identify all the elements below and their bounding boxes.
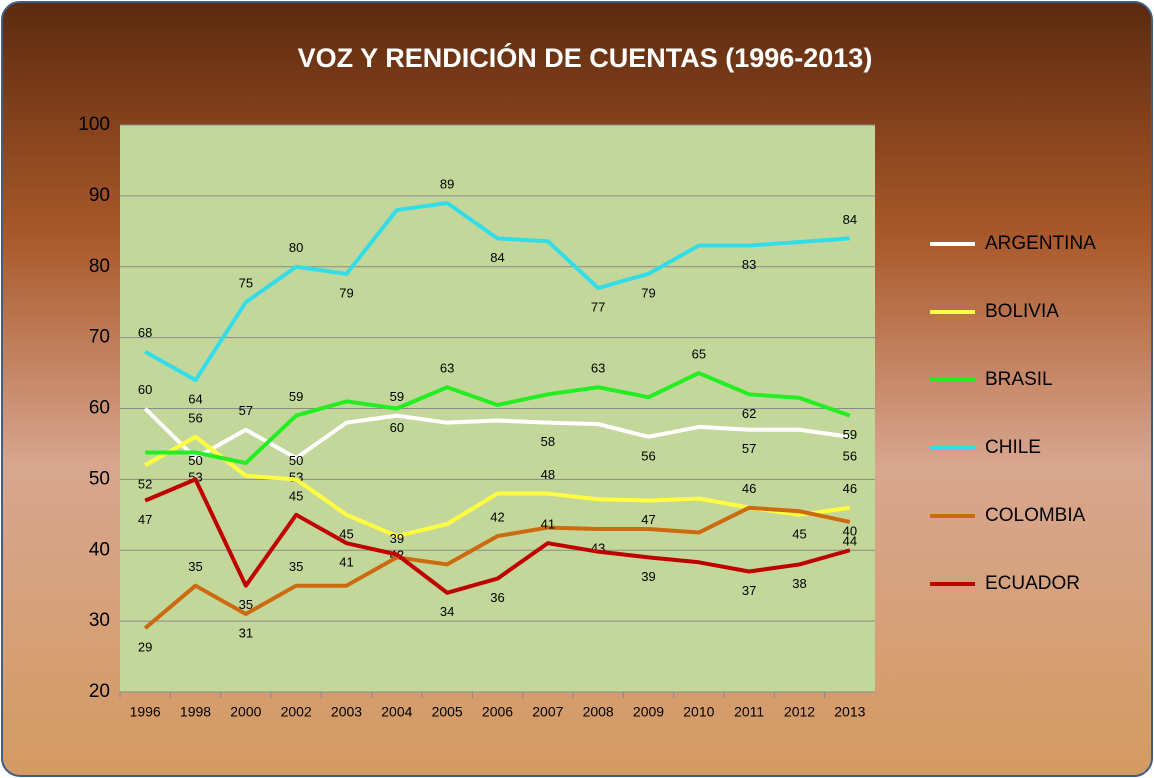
data-label: 80 [289,240,303,255]
data-label: 63 [440,361,454,376]
data-label: 68 [138,325,152,340]
x-tick-label: 2013 [834,704,865,720]
data-label: 63 [591,361,605,376]
data-label: 65 [692,347,706,362]
data-label: 56 [843,448,857,463]
data-label: 35 [289,559,303,574]
y-tick-label: 100 [78,114,110,135]
data-label: 59 [289,389,303,404]
y-tick-label: 50 [89,468,110,489]
x-tick-label: 1996 [130,704,161,720]
data-label: 46 [843,481,857,496]
data-label: 52 [138,477,152,492]
x-tick-label: 2011 [734,704,764,720]
legend-label: ECUADOR [985,573,1080,594]
x-tick-label: 2004 [381,704,412,720]
x-tick-label: 2006 [482,704,513,720]
data-label: 47 [641,512,655,527]
y-tick-label: 40 [89,539,110,560]
y-tick-label: 80 [89,256,110,277]
data-label: 59 [390,389,404,404]
data-label: 62 [742,406,756,421]
data-label: 45 [289,488,303,503]
legend-label: BOLIVIA [985,301,1059,322]
legend-label: BRASIL [985,369,1053,390]
x-tick-label: 2002 [281,704,312,720]
data-label: 35 [239,597,253,612]
data-label: 58 [541,434,555,449]
data-label: 79 [641,285,655,300]
series-line [144,200,850,383]
data-label: 60 [138,382,152,397]
y-tick-label: 20 [89,681,110,702]
legend-label: ARGENTINA [985,233,1096,254]
data-label: 56 [641,448,655,463]
x-tick-label: 2000 [230,704,261,720]
data-label: 57 [742,441,756,456]
series-line [144,434,851,539]
data-label: 84 [843,212,857,227]
data-label: 56 [188,410,202,425]
data-label: 48 [541,467,555,482]
data-label: 45 [792,526,806,541]
series-line [143,407,851,461]
data-label: 60 [390,420,404,435]
data-label: 39 [641,569,655,584]
x-tick-label: 2008 [583,704,614,720]
data-label: 75 [239,276,253,291]
x-tick-label: 2010 [683,704,714,720]
x-tick-label: 2005 [432,704,463,720]
data-label: 34 [440,604,454,619]
y-tick-label: 90 [89,185,110,206]
data-label: 50 [188,453,202,468]
data-label: 57 [239,403,253,418]
y-tick-label: 60 [89,398,110,419]
data-label: 77 [591,299,605,314]
legend-label: CHILE [985,437,1041,458]
series-line [143,505,851,630]
data-label: 35 [188,559,202,574]
data-label: 42 [490,510,504,525]
x-tick-label: 2009 [633,704,664,720]
series-line [145,371,851,466]
data-label: 89 [440,176,454,191]
data-label: 50 [289,453,303,468]
data-label: 46 [742,481,756,496]
data-label: 38 [792,576,806,591]
y-tick-label: 30 [89,610,110,631]
data-label: 37 [742,583,756,598]
data-label: 84 [490,250,504,265]
data-label: 31 [239,625,253,640]
x-tick-label: 2012 [784,704,815,720]
x-tick-label: 1998 [180,704,211,720]
data-label: 47 [138,512,152,527]
data-label: 64 [188,392,202,407]
data-label: 79 [339,285,353,300]
legend-label: COLOMBIA [985,505,1086,526]
data-label: 59 [843,427,857,442]
data-label: 41 [339,555,353,570]
data-label: 36 [490,590,504,605]
series-line [144,477,851,595]
x-tick-label: 2007 [532,704,563,720]
x-tick-label: 2003 [331,704,362,720]
data-label: 45 [339,526,353,541]
data-label: 83 [742,257,756,272]
data-label: 41 [541,517,555,532]
data-label: 29 [138,640,152,655]
data-label: 39 [390,531,404,546]
data-label: 44 [843,533,857,548]
data-label: 40 [843,524,857,539]
chart-title: VOZ Y RENDICIÓN DE CUENTAS (1996-2013) [298,42,873,73]
y-tick-label: 70 [89,327,110,348]
